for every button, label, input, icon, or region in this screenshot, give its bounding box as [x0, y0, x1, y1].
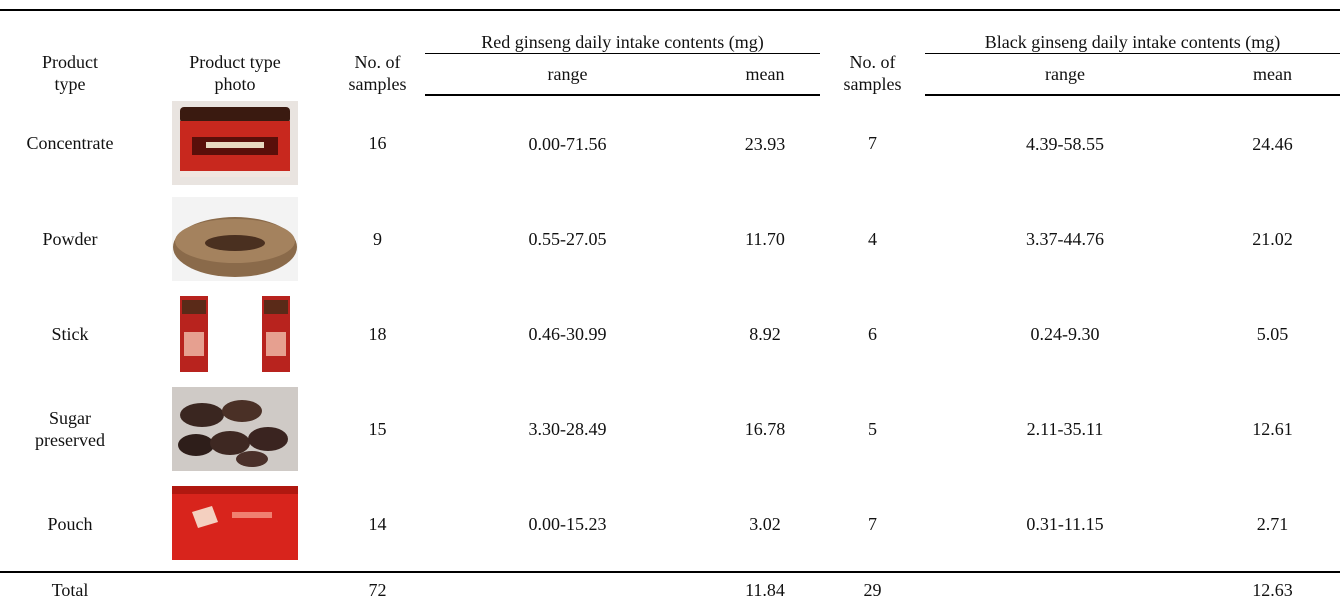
product-photo — [172, 482, 298, 566]
table-cell: 23.93 — [710, 95, 820, 191]
table-cell: 11.84 — [710, 572, 820, 607]
table-cell: 24.46 — [1205, 95, 1340, 191]
header-text: No. of samples — [338, 51, 418, 95]
table-cell: 9 — [330, 191, 425, 286]
table-cell: 14 — [330, 476, 425, 572]
table-cell: 0.00-15.23 — [425, 476, 710, 572]
table-cell: 5.05 — [1205, 286, 1340, 381]
table-cell — [140, 286, 330, 381]
table-cell — [140, 476, 330, 572]
table-cell — [140, 95, 330, 191]
table-cell: 16.78 — [710, 381, 820, 476]
header-text: Product type photo — [180, 51, 290, 95]
header-cell: Product type — [0, 10, 140, 95]
page-body: Product type Product type photo No. of s… — [0, 9, 1340, 613]
table-cell: Pouch — [0, 476, 140, 572]
product-type: Stick — [51, 323, 88, 345]
table-cell: 6 — [820, 286, 925, 381]
header-cell: Black ginseng daily intake contents (mg) — [925, 10, 1340, 54]
product-photo — [172, 197, 298, 281]
product-type: Pouch — [48, 513, 93, 535]
table-cell: 3.30-28.49 — [425, 381, 710, 476]
header-text: No. of samples — [833, 51, 913, 95]
product-photo — [172, 387, 298, 471]
table-cell: 12.61 — [1205, 381, 1340, 476]
header-cell: Red ginseng daily intake contents (mg) — [425, 10, 820, 54]
table-cell: 2.11-35.11 — [925, 381, 1205, 476]
header-cell: mean — [710, 54, 820, 96]
table-cell: 0.31-11.15 — [925, 476, 1205, 572]
table-cell — [140, 381, 330, 476]
header-cell: Product type photo — [140, 10, 330, 95]
table-cell — [140, 191, 330, 286]
table-cell: 18 — [330, 286, 425, 381]
header-cell: range — [925, 54, 1205, 96]
table-cell: 16 — [330, 95, 425, 191]
table-cell: 21.02 — [1205, 191, 1340, 286]
table-cell: 29 — [820, 572, 925, 607]
table-cell: 72 — [330, 572, 425, 607]
table-cell: Powder — [0, 191, 140, 286]
header-row: Product type Product type photo No. of s… — [0, 10, 1340, 54]
table-cell: 4 — [820, 191, 925, 286]
product-photo — [172, 292, 298, 376]
table-cell: Total — [0, 572, 140, 607]
table-cell: 4.39-58.55 — [925, 95, 1205, 191]
header-cell: range — [425, 54, 710, 96]
table-cell: 11.70 — [710, 191, 820, 286]
table-cell: 0.24-9.30 — [925, 286, 1205, 381]
data-table: Product type Product type photo No. of s… — [0, 9, 1340, 607]
table-cell: 7 — [820, 95, 925, 191]
table-cell: 5 — [820, 381, 925, 476]
header-text: Red ginseng daily intake contents (mg) — [481, 32, 763, 52]
table-cell: 8.92 — [710, 286, 820, 381]
table-cell: 2.71 — [1205, 476, 1340, 572]
product-photo — [172, 101, 298, 185]
header-cell: No. of samples — [330, 10, 425, 95]
table-cell — [425, 572, 710, 607]
header-text: Black ginseng daily intake contents (mg) — [985, 32, 1280, 52]
table-cell: 0.00-71.56 — [425, 95, 710, 191]
table-cell: 3.37-44.76 — [925, 191, 1205, 286]
table-cell: Stick — [0, 286, 140, 381]
table-cell: 12.63 — [1205, 572, 1340, 607]
page: Ginseng daily intake table {"table": { "… — [0, 0, 1340, 613]
table-cell: 0.46-30.99 — [425, 286, 710, 381]
table-cell: Concentrate — [0, 95, 140, 191]
product-type: Concentrate — [27, 132, 114, 154]
product-type: Powder — [43, 228, 98, 250]
table-cell: 3.02 — [710, 476, 820, 572]
table-head: Product type Product type photo No. of s… — [0, 10, 1340, 95]
header-cell: mean — [1205, 54, 1340, 96]
product-type: Sugar preserved — [15, 407, 125, 451]
table-cell: 15 — [330, 381, 425, 476]
header-cell: No. of samples — [820, 10, 925, 95]
table-cell: 0.55-27.05 — [425, 191, 710, 286]
header-text: Product type — [30, 51, 110, 95]
table-cell — [140, 572, 330, 607]
table-cell: Sugar preserved — [0, 381, 140, 476]
table-cell — [925, 572, 1205, 607]
table-cell: 7 — [820, 476, 925, 572]
